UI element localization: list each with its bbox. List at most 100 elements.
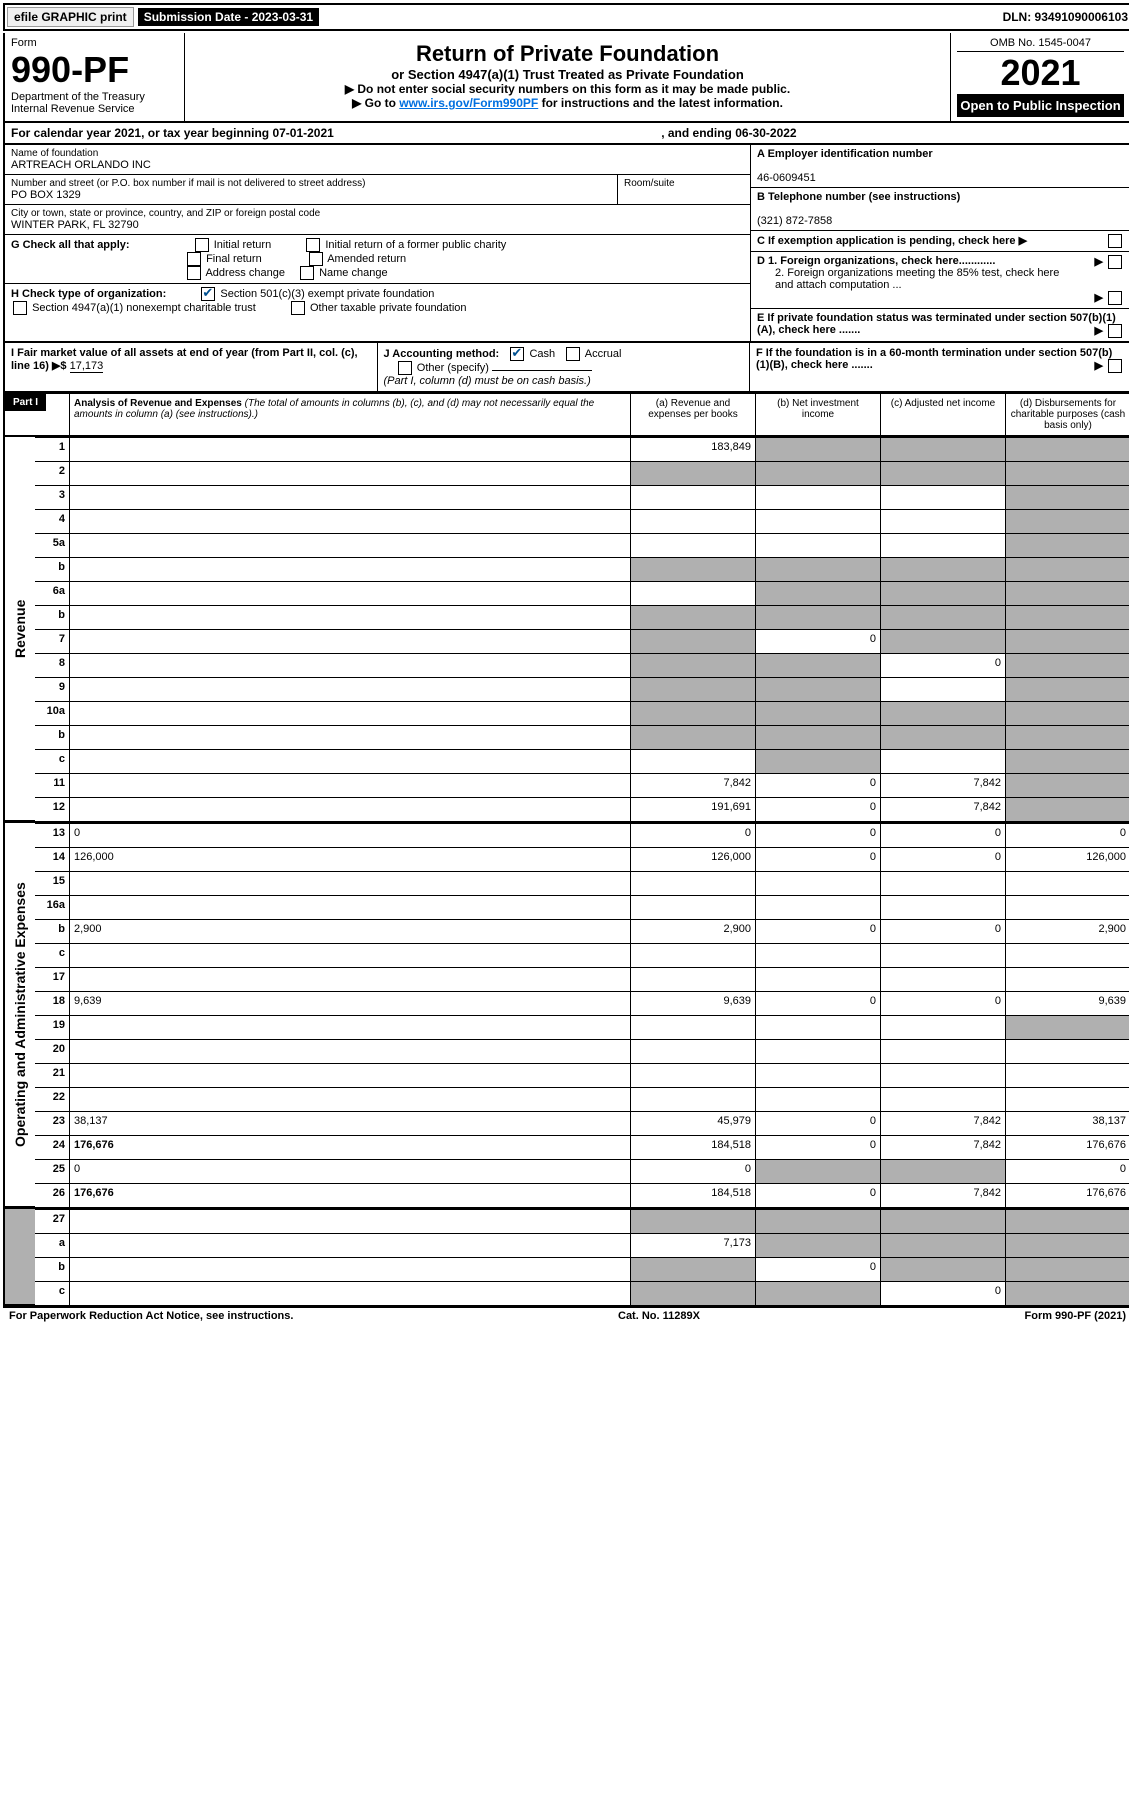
cell-b: 0 bbox=[755, 847, 880, 871]
row-num: 4 bbox=[35, 509, 69, 533]
cell-b bbox=[755, 509, 880, 533]
chk-address[interactable] bbox=[187, 266, 201, 280]
cell-b: 0 bbox=[755, 1183, 880, 1207]
cell-c bbox=[880, 1015, 1005, 1039]
cell-d: 126,000 bbox=[1005, 847, 1129, 871]
row-desc bbox=[69, 797, 630, 821]
cell-b bbox=[755, 581, 880, 605]
chk-d2[interactable] bbox=[1108, 291, 1122, 305]
cell-b: 0 bbox=[755, 991, 880, 1015]
chk-f[interactable] bbox=[1108, 359, 1122, 373]
ein: 46-0609451 bbox=[757, 172, 816, 184]
cell-c: 0 bbox=[880, 919, 1005, 943]
cal-begin: For calendar year 2021, or tax year begi… bbox=[11, 126, 334, 140]
chk-4947[interactable] bbox=[13, 301, 27, 315]
cell-c bbox=[880, 749, 1005, 773]
cell-c bbox=[880, 557, 1005, 581]
cell-a: 2,900 bbox=[630, 919, 755, 943]
cell-c: 0 bbox=[880, 823, 1005, 847]
table-row: 10a bbox=[35, 701, 1129, 725]
row-desc bbox=[69, 485, 630, 509]
cell-a bbox=[630, 653, 755, 677]
col-d: (d) Disbursements for charitable purpose… bbox=[1005, 394, 1129, 435]
form-word: Form bbox=[11, 37, 178, 49]
row-num: 27 bbox=[35, 1209, 69, 1233]
cell-c bbox=[880, 701, 1005, 725]
cell-d bbox=[1005, 967, 1129, 991]
lbl-4947: Section 4947(a)(1) nonexempt charitable … bbox=[32, 302, 256, 314]
row-num: 22 bbox=[35, 1087, 69, 1111]
cell-d bbox=[1005, 725, 1129, 749]
row-desc bbox=[69, 605, 630, 629]
row-num: 1 bbox=[35, 437, 69, 461]
cell-d: 9,639 bbox=[1005, 991, 1129, 1015]
row-desc bbox=[69, 1015, 630, 1039]
table-row: 21 bbox=[35, 1063, 1129, 1087]
row-desc bbox=[69, 653, 630, 677]
chk-501c3[interactable] bbox=[201, 287, 215, 301]
form-link[interactable]: www.irs.gov/Form990PF bbox=[399, 96, 538, 110]
cell-c bbox=[880, 461, 1005, 485]
cell-d bbox=[1005, 1015, 1129, 1039]
cell-b: 0 bbox=[755, 1135, 880, 1159]
chk-initial-former[interactable] bbox=[306, 238, 320, 252]
cell-c bbox=[880, 629, 1005, 653]
chk-final[interactable] bbox=[187, 252, 201, 266]
chk-cash[interactable] bbox=[510, 347, 524, 361]
tax-year: 2021 bbox=[957, 52, 1124, 94]
cell-d bbox=[1005, 581, 1129, 605]
d1-label: D 1. Foreign organizations, check here..… bbox=[757, 255, 995, 267]
cell-c bbox=[880, 437, 1005, 461]
chk-e[interactable] bbox=[1108, 324, 1122, 338]
cell-b bbox=[755, 1159, 880, 1183]
table-row: 9 bbox=[35, 677, 1129, 701]
row-desc bbox=[69, 629, 630, 653]
cell-d bbox=[1005, 895, 1129, 919]
room-label: Room/suite bbox=[624, 178, 744, 189]
lbl-initial: Initial return bbox=[214, 239, 271, 251]
cell-b bbox=[755, 1209, 880, 1233]
part1-title: Analysis of Revenue and Expenses bbox=[74, 398, 242, 409]
chk-c[interactable] bbox=[1108, 234, 1122, 248]
row-num: 6a bbox=[35, 581, 69, 605]
main-table: Revenue 1183,8492345ab6ab7080910abc117,8… bbox=[3, 437, 1129, 1307]
cell-a: 0 bbox=[630, 1159, 755, 1183]
cell-c bbox=[880, 581, 1005, 605]
cell-b: 0 bbox=[755, 1257, 880, 1281]
cell-b: 0 bbox=[755, 919, 880, 943]
chk-name[interactable] bbox=[300, 266, 314, 280]
efile-btn[interactable]: efile GRAPHIC print bbox=[7, 7, 134, 27]
j-note: (Part I, column (d) must be on cash basi… bbox=[384, 375, 591, 387]
cell-d bbox=[1005, 1087, 1129, 1111]
col-c: (c) Adjusted net income bbox=[880, 394, 1005, 435]
chk-j-other[interactable] bbox=[398, 361, 412, 375]
row-desc bbox=[69, 1039, 630, 1063]
cell-c bbox=[880, 1087, 1005, 1111]
open-public: Open to Public Inspection bbox=[957, 94, 1124, 117]
chk-initial[interactable] bbox=[195, 238, 209, 252]
table-row: 14126,000126,00000126,000 bbox=[35, 847, 1129, 871]
cell-a bbox=[630, 871, 755, 895]
cell-d: 38,137 bbox=[1005, 1111, 1129, 1135]
cell-c bbox=[880, 1039, 1005, 1063]
cell-d bbox=[1005, 533, 1129, 557]
form-title: Return of Private Foundation bbox=[191, 41, 944, 67]
table-row: 5a bbox=[35, 533, 1129, 557]
cell-a: 9,639 bbox=[630, 991, 755, 1015]
chk-d1[interactable] bbox=[1108, 255, 1122, 269]
table-row: 17 bbox=[35, 967, 1129, 991]
cell-a: 183,849 bbox=[630, 437, 755, 461]
b-label: B Telephone number (see instructions) bbox=[757, 191, 960, 203]
e-label: E If private foundation status was termi… bbox=[757, 312, 1116, 336]
chk-other-tax[interactable] bbox=[291, 301, 305, 315]
cell-a bbox=[630, 1087, 755, 1111]
chk-accrual[interactable] bbox=[566, 347, 580, 361]
table-row: b bbox=[35, 605, 1129, 629]
chk-amended[interactable] bbox=[309, 252, 323, 266]
cell-b bbox=[755, 871, 880, 895]
footer-left: For Paperwork Reduction Act Notice, see … bbox=[9, 1310, 293, 1322]
cell-c bbox=[880, 1209, 1005, 1233]
table-row: 70 bbox=[35, 629, 1129, 653]
row-num: b bbox=[35, 725, 69, 749]
cell-c: 7,842 bbox=[880, 1183, 1005, 1207]
